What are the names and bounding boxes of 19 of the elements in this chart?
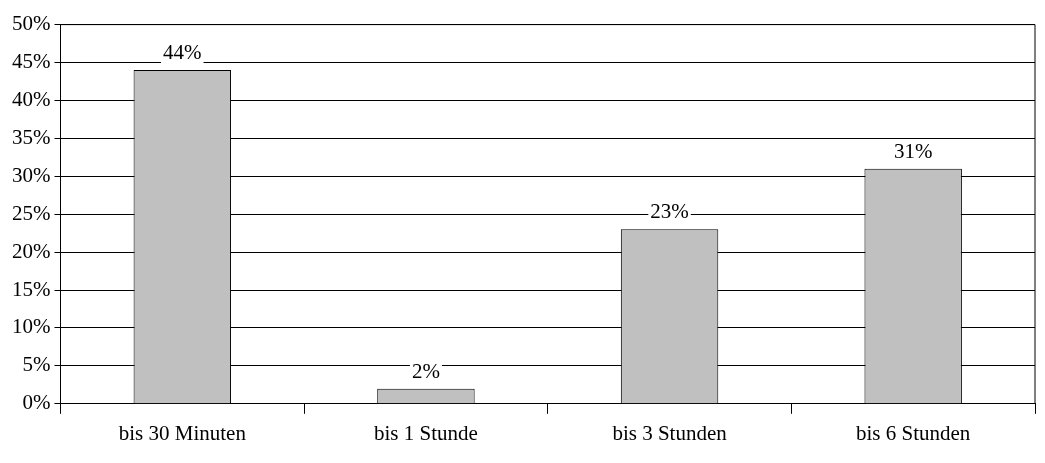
x-tick-label: bis 3 Stunden bbox=[612, 420, 728, 445]
y-tick-label: 5% bbox=[22, 352, 51, 377]
data-label: 23% bbox=[650, 199, 689, 224]
y-tick-label: 45% bbox=[11, 49, 51, 74]
y-tick-label: 15% bbox=[11, 276, 51, 301]
y-tick-label: 20% bbox=[11, 238, 51, 263]
y-tick-label: 40% bbox=[11, 86, 51, 111]
data-label: 31% bbox=[893, 138, 933, 163]
x-tick-label: bis 6 Stunden bbox=[856, 420, 971, 445]
y-tick-label: 0% bbox=[22, 390, 51, 415]
x-tick-label: bis 30 Minuten bbox=[118, 420, 247, 445]
y-tick-label: 25% bbox=[11, 200, 51, 225]
x-tick-label: bis 1 Stunde bbox=[374, 420, 478, 445]
y-tick-label: 10% bbox=[11, 314, 51, 339]
y-tick-label: 50% bbox=[11, 11, 51, 36]
y-tick-label: 35% bbox=[11, 124, 51, 149]
y-tick-label: 30% bbox=[11, 162, 51, 187]
data-label: 2% bbox=[411, 358, 440, 383]
data-label: 44% bbox=[163, 40, 202, 65]
